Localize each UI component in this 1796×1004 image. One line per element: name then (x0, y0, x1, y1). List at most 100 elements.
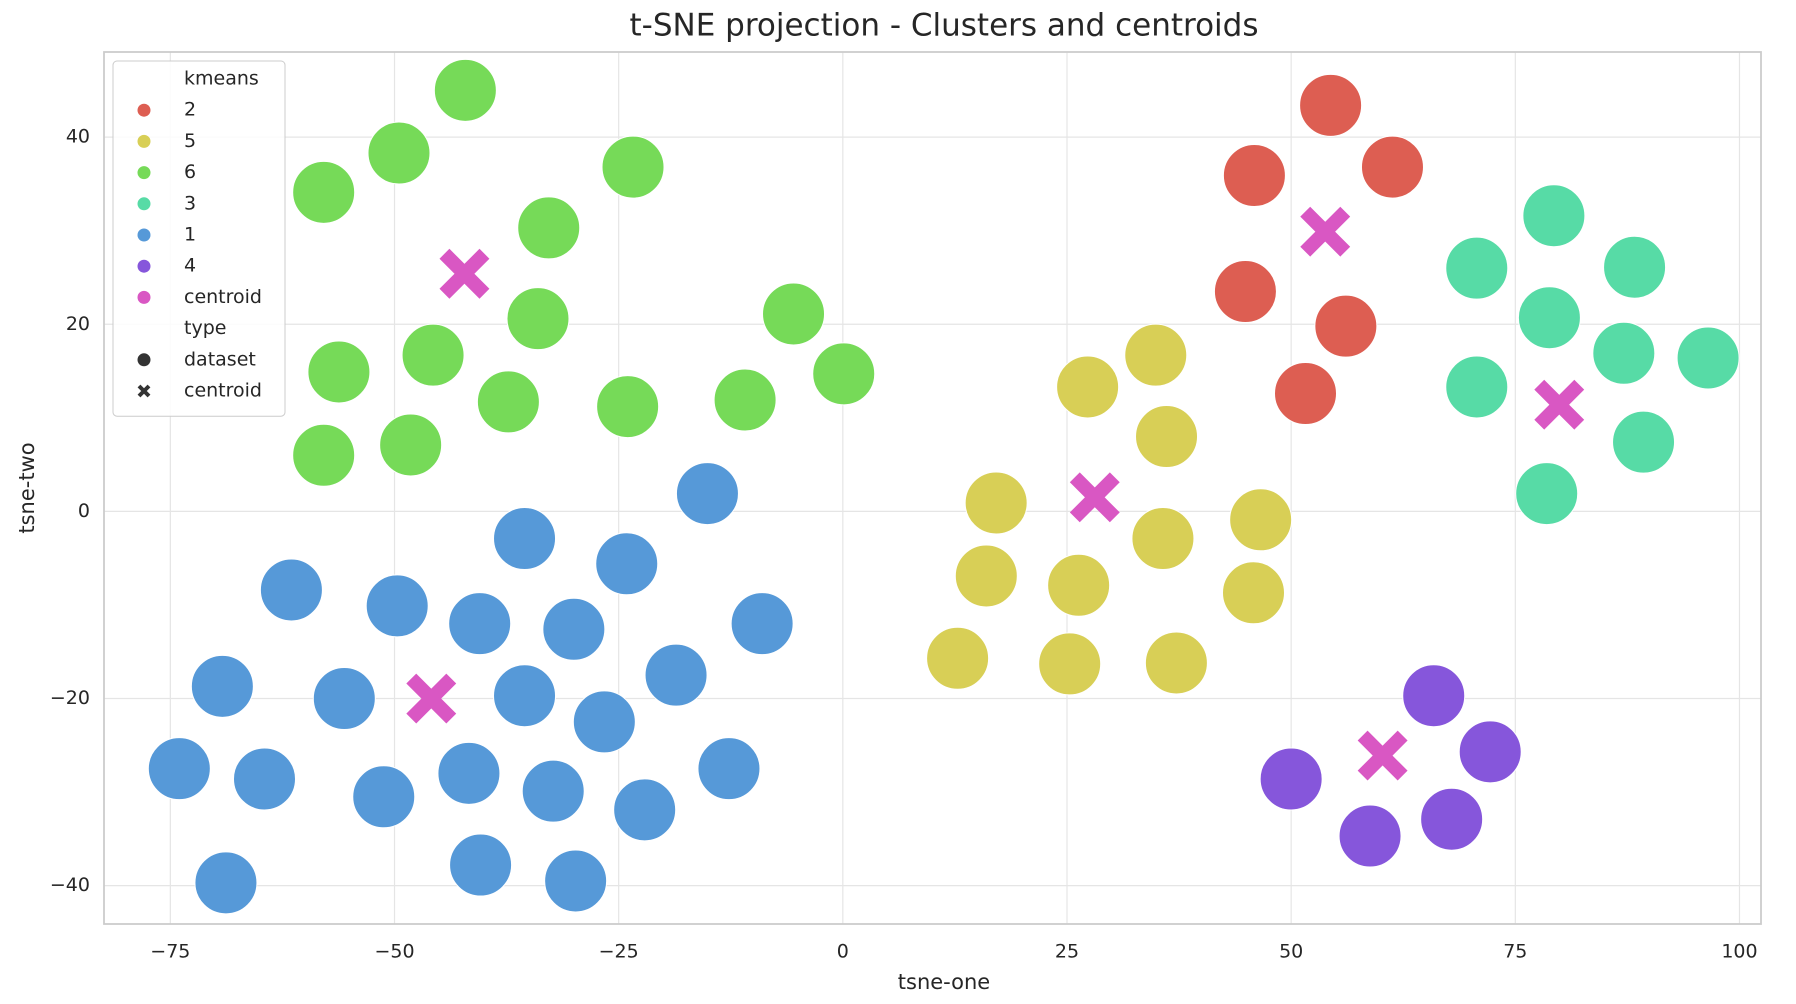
x-axis-label: tsne-one (898, 970, 990, 994)
point (1314, 294, 1378, 358)
centroid-marker (1069, 472, 1120, 523)
point (595, 532, 659, 596)
legend-swatch (137, 290, 151, 304)
point (367, 121, 431, 185)
point (292, 160, 356, 224)
point (544, 849, 608, 913)
centroid-marker (406, 673, 457, 724)
point (1038, 632, 1102, 696)
point (232, 747, 296, 811)
point (954, 544, 1018, 608)
point (1131, 507, 1195, 571)
point (601, 135, 665, 199)
centroid-marker (1357, 730, 1408, 781)
legend-label: 3 (184, 192, 196, 214)
point (730, 592, 794, 656)
point (1299, 73, 1363, 137)
point (448, 592, 512, 656)
legend-label: 1 (184, 224, 196, 246)
legend-label: centroid (184, 286, 262, 308)
x-tick-label: 50 (1279, 941, 1303, 963)
point (613, 778, 677, 842)
point (926, 626, 990, 690)
point (596, 375, 660, 439)
point (1229, 488, 1293, 552)
legend-label: 5 (184, 130, 196, 152)
point (812, 342, 876, 406)
point (194, 851, 258, 915)
point (517, 196, 581, 260)
x-tick-label: 0 (837, 941, 849, 963)
centroid-marker (439, 248, 490, 299)
x-tick-label: 100 (1721, 941, 1757, 963)
point (433, 58, 497, 122)
point (1124, 323, 1188, 387)
point (312, 667, 376, 731)
point (644, 643, 708, 707)
legend-swatch (137, 353, 151, 367)
point (542, 597, 606, 661)
y-tick-label: 20 (66, 313, 90, 335)
y-tick-label: 40 (66, 126, 90, 148)
point (1592, 321, 1656, 385)
point (1603, 235, 1667, 299)
point (713, 368, 777, 432)
point (1360, 135, 1424, 199)
point (401, 323, 465, 387)
plot-frame (103, 51, 1762, 925)
x-tick-label: 75 (1503, 941, 1527, 963)
centroid-marker (1534, 379, 1585, 430)
point (365, 574, 429, 638)
point (1056, 355, 1120, 419)
legend-label: 2 (184, 99, 196, 121)
point (292, 423, 356, 487)
point (1522, 184, 1586, 248)
centroid-marker (1300, 206, 1351, 257)
chart-title: t-SNE projection - Clusters and centroid… (630, 8, 1259, 44)
point (1420, 787, 1484, 851)
point (572, 690, 636, 754)
point (307, 340, 371, 404)
y-tick-label: 0 (78, 500, 90, 522)
point (1135, 405, 1199, 469)
point (259, 558, 323, 622)
point (1213, 260, 1277, 324)
point (1612, 410, 1676, 474)
legend-swatch (137, 166, 151, 180)
point (1515, 462, 1579, 526)
point (1144, 631, 1208, 695)
legend-title: kmeans (184, 68, 259, 90)
point (1445, 236, 1509, 300)
point (1402, 664, 1466, 728)
point (1221, 561, 1285, 625)
point (964, 471, 1028, 535)
legend-label: 4 (184, 255, 196, 277)
point (476, 370, 540, 434)
point (1274, 362, 1338, 426)
point (1259, 747, 1323, 811)
point (493, 507, 557, 571)
legend-swatch (137, 228, 151, 242)
legend-swatch (137, 384, 151, 398)
legend-label: centroid (184, 380, 262, 402)
y-tick-label: −40 (50, 874, 90, 896)
point (1458, 720, 1522, 784)
point (1676, 326, 1740, 390)
point (521, 759, 585, 823)
x-tick-label: 25 (1055, 941, 1079, 963)
point (762, 282, 826, 346)
point (449, 833, 513, 897)
x-tick-label: −50 (374, 941, 414, 963)
legend-swatch (137, 197, 151, 211)
y-tick-label: −20 (50, 687, 90, 709)
point (147, 737, 211, 801)
point (1338, 804, 1402, 868)
legend-box (112, 60, 286, 417)
legend-label: 6 (184, 161, 196, 183)
point (379, 413, 443, 477)
point (675, 462, 739, 526)
legend-swatch (137, 134, 151, 148)
point (352, 765, 416, 829)
